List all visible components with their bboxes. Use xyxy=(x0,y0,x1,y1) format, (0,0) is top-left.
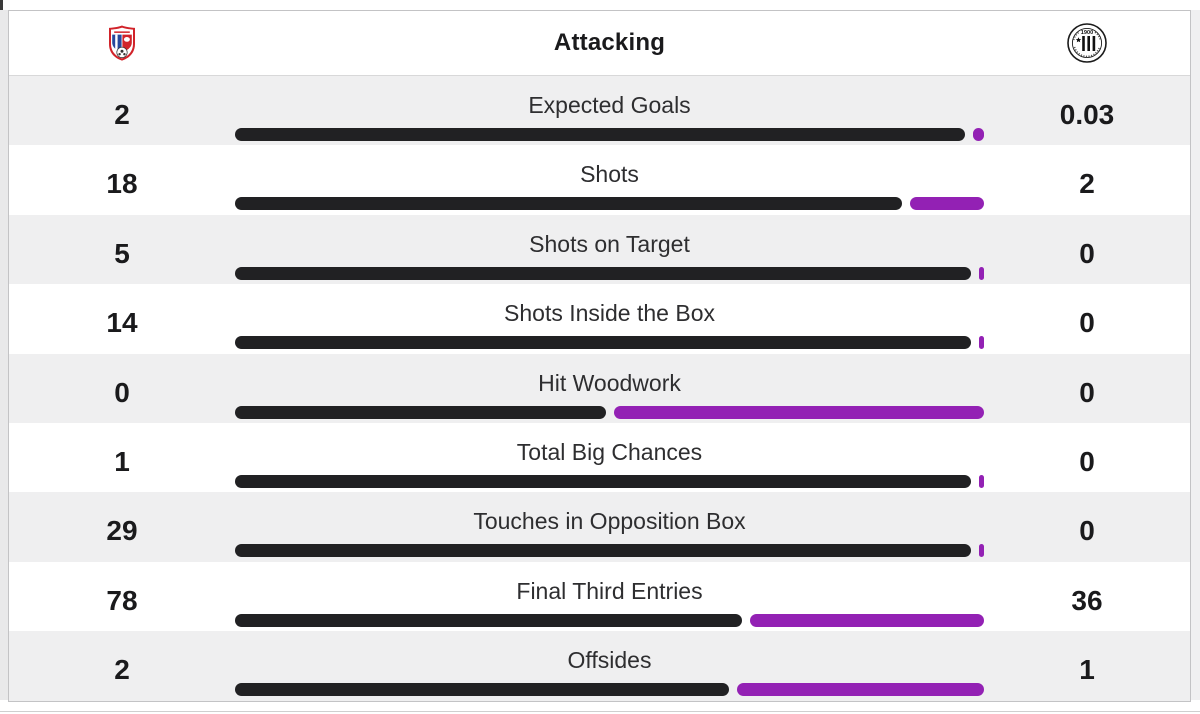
right-gutter xyxy=(1191,10,1200,700)
stat-comparison-bar xyxy=(235,474,984,488)
home-bar-segment xyxy=(235,128,966,141)
away-stat-value: 1 xyxy=(1079,654,1095,686)
section-title: Attacking xyxy=(553,29,666,56)
away-bar-segment xyxy=(909,197,984,211)
stat-comparison-bar xyxy=(235,266,984,280)
away-bar-segment xyxy=(979,336,984,350)
attacking-stats-card: Attacking 1900 2 Expect xyxy=(8,10,1191,702)
home-bar-segment xyxy=(235,683,729,697)
stat-middle: Final Third Entries xyxy=(235,562,984,631)
stats-section-header: Attacking 1900 xyxy=(9,11,1190,76)
away-bar-segment xyxy=(979,474,984,488)
away-bar-segment xyxy=(979,544,984,558)
left-gutter xyxy=(0,10,8,700)
stat-comparison-bar xyxy=(235,683,984,697)
away-team-crest-cell: 1900 xyxy=(984,23,1190,63)
stat-middle: Offsides xyxy=(235,631,984,700)
stat-row: 0 Hit Woodwork 0 xyxy=(9,353,1190,423)
stat-label: Expected Goals xyxy=(528,92,691,118)
stat-label: Shots Inside the Box xyxy=(504,300,715,327)
home-stat-value: 2 xyxy=(114,99,130,130)
stat-label: Final Third Entries xyxy=(516,577,703,604)
home-bar-segment xyxy=(235,266,971,280)
away-bar-segment xyxy=(973,128,984,141)
home-stat-value: 29 xyxy=(106,515,138,547)
stat-comparison-bar xyxy=(235,544,984,558)
stat-row: 5 Shots on Target 0 xyxy=(9,214,1190,285)
window-edge-artifact xyxy=(0,0,3,10)
stat-label: Offsides xyxy=(567,647,652,674)
home-team-crest-cell xyxy=(9,25,235,61)
stat-label: Touches in Opposition Box xyxy=(473,508,746,535)
away-stat-value: 0.03 xyxy=(1059,99,1115,130)
home-stat-value: 5 xyxy=(114,237,130,269)
stat-comparison-bar xyxy=(235,128,984,141)
stat-row: 1 Total Big Chances 0 xyxy=(9,422,1190,493)
away-bar-segment xyxy=(613,405,984,419)
home-bar-segment xyxy=(235,544,971,558)
home-stat-value: 0 xyxy=(114,376,130,408)
away-stat-value: 0 xyxy=(1079,307,1095,339)
stat-comparison-bar xyxy=(235,405,984,419)
stat-label: Shots xyxy=(580,161,639,188)
stat-middle: Shots on Target xyxy=(235,215,984,284)
stat-middle: Hit Woodwork xyxy=(235,354,984,423)
stat-comparison-bar xyxy=(235,336,984,350)
stat-row: 29 Touches in Opposition Box 0 xyxy=(9,492,1190,562)
away-crest-year-text: 1900 xyxy=(1081,30,1093,36)
home-stat-value: 2 xyxy=(114,654,130,686)
away-stat-value: 0 xyxy=(1079,515,1095,547)
home-bar-segment xyxy=(235,474,971,488)
home-stat-value: 14 xyxy=(106,307,138,339)
away-bar-segment xyxy=(750,613,984,627)
stat-row: 18 Shots 2 xyxy=(9,145,1190,215)
home-stat-value: 78 xyxy=(106,584,138,616)
stat-label: Hit Woodwork xyxy=(538,369,681,396)
away-team-crest-icon: 1900 xyxy=(1067,23,1107,63)
stat-middle: Total Big Chances xyxy=(235,423,984,492)
stat-middle: Shots Inside the Box xyxy=(235,284,984,353)
stat-comparison-bar xyxy=(235,197,984,211)
away-stat-value: 36 xyxy=(1071,584,1103,616)
stat-middle: Touches in Opposition Box xyxy=(235,492,984,561)
stat-middle: Expected Goals xyxy=(235,76,984,145)
stat-label: Shots on Target xyxy=(529,230,690,257)
away-stat-value: 0 xyxy=(1079,445,1095,477)
home-bar-segment xyxy=(235,197,902,211)
stat-middle: Shots xyxy=(235,145,984,214)
away-bar-segment xyxy=(979,266,984,280)
next-section-divider xyxy=(0,711,1200,712)
stat-row: 78 Final Third Entries 36 xyxy=(9,561,1190,632)
away-stat-value: 2 xyxy=(1079,168,1095,200)
stat-row: 2 Offsides 1 xyxy=(9,631,1190,701)
stat-comparison-bar xyxy=(235,613,984,627)
stat-label: Total Big Chances xyxy=(516,438,703,465)
home-team-crest-icon xyxy=(109,25,135,61)
away-stat-value: 0 xyxy=(1079,237,1095,269)
home-bar-segment xyxy=(235,613,742,627)
home-bar-segment xyxy=(235,405,606,419)
home-stat-value: 18 xyxy=(106,168,138,200)
away-bar-segment xyxy=(737,683,984,697)
away-stat-value: 0 xyxy=(1079,376,1095,408)
stats-rows: 2 Expected Goals 0.03 18 Shots 2 5 Shots… xyxy=(9,76,1190,701)
stat-row: 14 Shots Inside the Box 0 xyxy=(9,284,1190,354)
home-bar-segment xyxy=(235,336,971,350)
stat-row: 2 Expected Goals 0.03 xyxy=(9,76,1190,146)
home-stat-value: 1 xyxy=(114,445,130,477)
